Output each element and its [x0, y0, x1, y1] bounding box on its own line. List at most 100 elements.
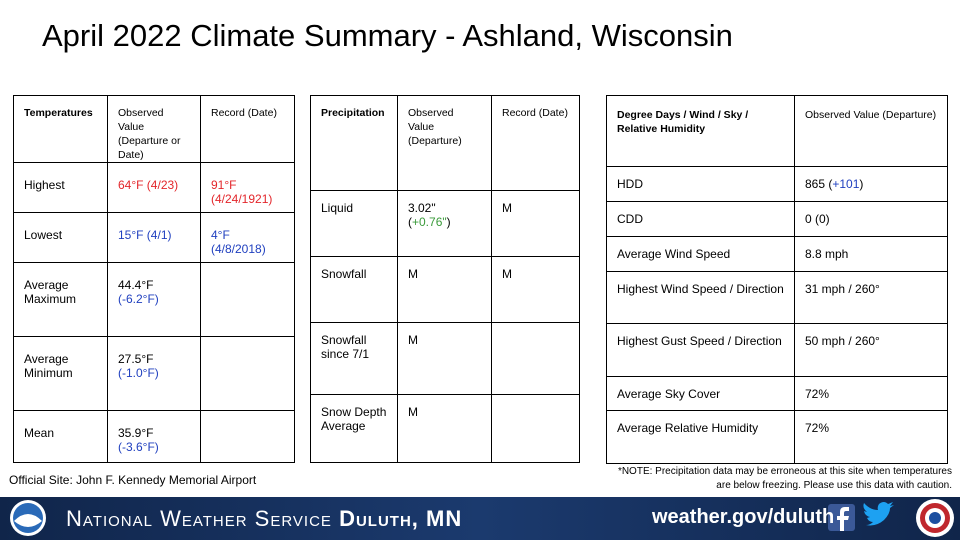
cell: 72%	[794, 376, 948, 411]
cell-text: (-3.6°F)	[118, 440, 159, 454]
cell: 91°F (4/24/1921)	[200, 162, 295, 213]
cell: 64°F (4/23)	[107, 162, 201, 213]
header-cell: Observed Value (Departure)	[397, 95, 492, 191]
header-cell: Temperatures	[13, 95, 108, 163]
cell-text: Average Maximum	[24, 278, 77, 306]
cell	[200, 262, 295, 337]
cell: 44.4°F (-6.2°F)	[107, 262, 201, 337]
header-cell: Record (Date)	[200, 95, 295, 163]
cell: 72%	[794, 410, 948, 464]
row: Snow Depth Average M	[310, 394, 580, 463]
cell-text: 8.8 mph	[805, 247, 849, 261]
row: Mean 35.9°F (-3.6°F)	[13, 410, 295, 463]
nws-logo-core	[929, 512, 941, 524]
cell: M	[397, 256, 492, 323]
cell-text: Lowest	[24, 228, 63, 242]
cell-text: 4°F (4/8/2018)	[211, 228, 266, 256]
cell-text: M	[502, 201, 512, 215]
row: Highest 64°F (4/23) 91°F (4/24/1921)	[13, 162, 295, 213]
cell: M	[397, 394, 492, 463]
cell-text: 91°F (4/24/1921)	[211, 178, 273, 206]
cell-text: 44.4°F	[118, 278, 154, 292]
footer: National Weather Service Duluth, MN weat…	[0, 497, 960, 540]
header-row: Degree Days / Wind / Sky / Relative Humi…	[606, 95, 948, 167]
cell: HDD	[606, 166, 795, 202]
noaa-gull	[14, 514, 42, 527]
cell-text: 27.5°F	[118, 352, 154, 366]
cell-text: 35.9°F	[118, 426, 154, 440]
cell: 35.9°F (-3.6°F)	[107, 410, 201, 463]
cell-text: Mean	[24, 426, 55, 440]
cell-text: Snow Depth Average	[321, 405, 387, 433]
cell: 8.8 mph	[794, 236, 948, 272]
org-name: National Weather Service	[66, 506, 332, 531]
cell-text: 3.02" (	[408, 201, 436, 229]
cell-text: 72%	[805, 421, 830, 435]
header-row: Temperatures Observed Value (Departure or…	[13, 95, 295, 163]
footer-graphics	[10, 499, 954, 537]
cell-text: )	[859, 177, 864, 191]
cell-text: Average Sky Cover	[617, 387, 721, 401]
cell-text: (-6.2°F)	[118, 292, 159, 306]
cell-text: CDD	[617, 212, 643, 226]
row: Average Maximum 44.4°F (-6.2°F)	[13, 262, 295, 337]
cell: 3.02" (+0.76")	[397, 190, 492, 257]
cell-text: Average Minimum	[24, 352, 73, 380]
cell: Highest Gust Speed / Direction	[606, 323, 795, 377]
cell-text: 15°F (4/1)	[118, 228, 172, 242]
cell: 865 (+101)	[794, 166, 948, 202]
cell: 0 (0)	[794, 201, 948, 237]
cell-text: Highest Gust Speed / Direction	[617, 334, 782, 348]
cell: Liquid	[310, 190, 398, 257]
cell: Highest	[13, 162, 108, 213]
header-cell: Observed Value (Departure or Date)	[107, 95, 201, 163]
precipitation-table: Precipitation Observed Value (Departure) R…	[310, 95, 580, 463]
cell: Average Minimum	[13, 336, 108, 411]
cell-text: 31 mph / 260°	[805, 282, 880, 296]
note: *NOTE: Precipitation data may be erroneo…	[617, 466, 952, 491]
cell: Lowest	[13, 212, 108, 263]
footer-url[interactable]: weather.gov/duluth	[652, 506, 835, 528]
row: HDD 865 (+101)	[606, 166, 948, 202]
cell	[200, 410, 295, 463]
cell-text: Highest Wind Speed / Direction	[617, 282, 784, 296]
cell: 15°F (4/1)	[107, 212, 201, 263]
cell: Snow Depth Average	[310, 394, 398, 463]
cell: Average Wind Speed	[606, 236, 795, 272]
cell: Average Relative Humidity	[606, 410, 795, 464]
cell-text: M	[502, 267, 512, 281]
cell-text: )	[446, 215, 451, 229]
cell-text: Average Relative Humidity	[617, 421, 759, 435]
row: Liquid 3.02" (+0.76") M	[310, 190, 580, 257]
row: Snowfall M M	[310, 256, 580, 323]
cell-text: M	[408, 333, 418, 347]
cell	[200, 336, 295, 411]
row: Snowfall since 7/1 M	[310, 322, 580, 395]
cell: Highest Wind Speed / Direction	[606, 271, 795, 324]
header-cell: Precipitation	[310, 95, 398, 191]
cell-text: M	[408, 405, 418, 419]
row: Average Sky Cover 72%	[606, 376, 948, 411]
cell: Average Maximum	[13, 262, 108, 337]
cell: 50 mph / 260°	[794, 323, 948, 377]
cell: Snowfall	[310, 256, 398, 323]
header-cell: Observed Value (Departure)	[794, 95, 948, 167]
header-cell: Degree Days / Wind / Sky / Relative Humi…	[606, 95, 795, 167]
office-name: Duluth, MN	[339, 506, 463, 531]
cell: CDD	[606, 201, 795, 237]
cell: Average Sky Cover	[606, 376, 795, 411]
cell	[491, 322, 580, 395]
twitter-icon[interactable]	[863, 502, 894, 526]
cell-text: (-1.0°F)	[118, 366, 159, 380]
cell: 31 mph / 260°	[794, 271, 948, 324]
official-site: Official Site: John F. Kennedy Memorial …	[9, 473, 257, 487]
row: Average Relative Humidity 72%	[606, 410, 948, 464]
cell-text: 64°F (4/23)	[118, 178, 179, 192]
cell-text: M	[408, 267, 418, 281]
cell-text: 72%	[805, 387, 830, 401]
cell: 4°F (4/8/2018)	[200, 212, 295, 263]
cell-text: Snowfall	[321, 267, 367, 281]
row: Average Minimum 27.5°F (-1.0°F)	[13, 336, 295, 411]
header-cell: Record (Date)	[491, 95, 580, 191]
